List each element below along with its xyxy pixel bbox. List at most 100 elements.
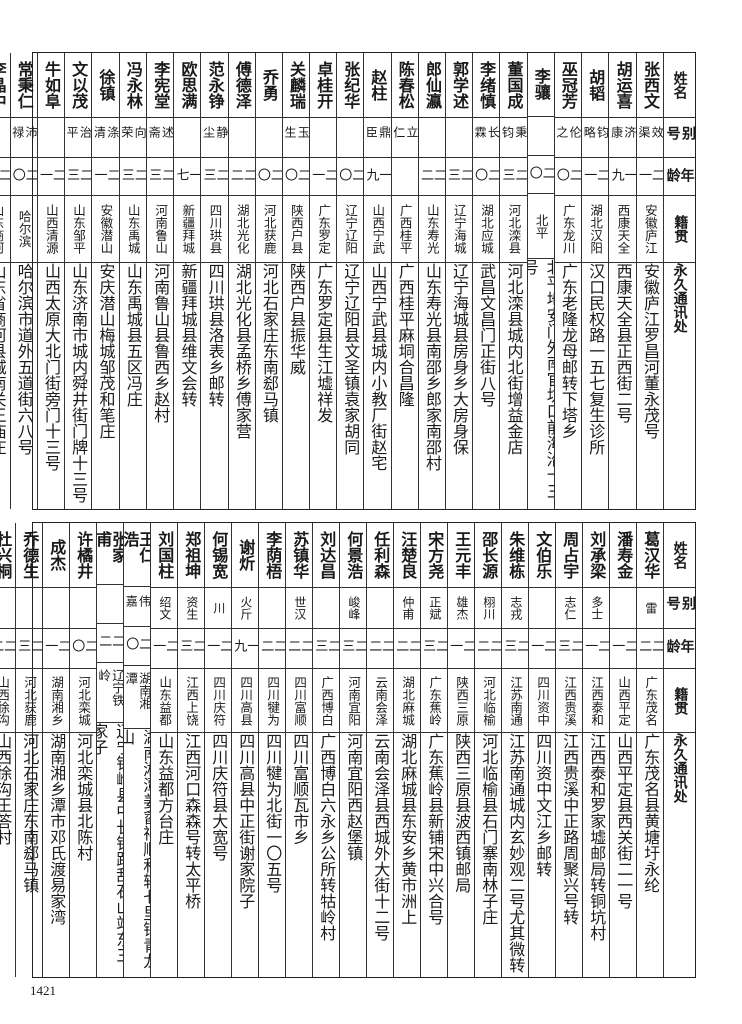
cell-address: 四川高县中正街谢家院子 [236,733,256,909]
table-row: 任利森 二二 云南会泽 云南会泽县西城外大街十二号 [366,523,394,977]
cell-name: 李绪慎 [472,53,500,118]
cell-alias: 伦之 [554,118,582,158]
cell-name: 张纪华 [337,53,364,118]
cell-age [391,158,418,196]
cell-name: 潘寿金 [610,523,637,588]
cell-origin: 四川富顺 [286,669,313,733]
cell-address: 安庆潜山梅城邹茂和笔庄 [96,263,116,439]
table-row: 李荫梧 二二 四川犍为 四川犍为北街一〇五号 [258,523,286,977]
cell-origin: 四川庆符 [205,669,232,733]
cell-address: 河北临榆县石门寨南林子庄 [479,733,499,925]
cell-origin: 陕西户县 [282,196,310,263]
cell-address: 山东益都方台庄 [155,733,175,845]
cell-address: 陕西户县振华威 [287,263,307,375]
cell-alias: 伟嘉 [124,587,151,627]
cell-name: 汪楚良 [394,523,421,588]
table-row: 乔德生 二三 河北获鹿 河北石家庄东南郄马镇 [15,523,43,977]
table-row: 关麟瑞 玉生 二〇 陕西户县 陕西户县振华威 [281,53,310,509]
table-row: 胡韬 钧略 二一 湖北汉阳 汉口民权路一五七复生诊所 [581,53,609,509]
cell-origin: 江西上饶 [178,669,205,733]
cell-alias [310,118,337,158]
cell-address: 山西宁武县城内小教厂街赵宅 [368,263,388,471]
cell-origin: 辽宁海城 [445,196,472,263]
cell-alias: 秉钧 [500,118,527,158]
cell-alias [228,118,255,158]
table-row: 牛如阜 二一 山西清源 山西太原大北门街旁门十三号 [36,53,64,509]
cell-address: 山东寿光县南邵乡郎家南邵村 [422,263,442,471]
header-name: 姓名 [664,523,695,588]
cell-alias: 火斤 [232,588,259,629]
header-address: 永久通讯处 [671,733,688,803]
table-row: 郭学述 二三 辽宁海城 辽宁海城县房身乡大房身保 [444,53,472,509]
cell-name: 何景浩 [340,523,367,588]
cell-address: 北平地安门外南官坊口前海沿十三号 [527,259,554,500]
cell-alias [529,588,556,629]
cell-age: 二一 [582,158,609,196]
cell-age: 二一 [37,158,64,196]
cell-name: 胡运喜 [609,53,636,118]
table-row: 张纪华 二〇 辽宁辽阳 辽宁辽阳县文圣镇袁家胡同 [336,53,364,509]
cell-alias [445,118,472,158]
header-origin: 籍贯 [664,669,695,733]
cell-alias [43,588,70,629]
cell-name: 李晶中 [0,53,10,118]
cell-origin: 广东茂名 [637,669,664,733]
cell-age: 二三 [178,629,205,669]
cell-alias: 绍文 [151,588,178,629]
cell-alias: 世汉 [286,588,313,629]
cell-age: 二三 [340,629,367,669]
cell-age: 二二 [97,624,124,663]
cell-name: 关麟瑞 [282,53,310,118]
cell-origin: 山西平定 [610,669,637,733]
cell-alias [37,118,64,158]
cell-address: 湖北光化县孟桥乡傅家营 [232,263,252,439]
table-row: 刘达昌 二三 广西博白 广西博白六永乡公所转牯岭村 [312,523,340,977]
cell-address: 山西徐沟王答村 [0,733,13,845]
cell-origin: 山西宁武 [364,196,391,263]
cell-age: 二一 [636,158,664,196]
cell-address: 江西河口森森号转太平桥 [182,733,202,909]
cell-origin: 山东禹城 [119,196,147,263]
cell-name: 卓桂开 [310,53,337,118]
cell-name: 巫冠芳 [554,53,582,118]
cell-alias [255,118,282,158]
cell-address: 江西贵溪中正路周聚兴号转 [560,733,580,925]
cell-age: 二一 [205,629,232,669]
cell-alias: 治平 [64,118,92,158]
cell-name: 冯永林 [119,53,147,118]
table-row: 文以茂 治平 二三 山东邹平 山东济南市城内舜井街门牌十三号 [63,53,92,509]
cell-name: 刘承梁 [583,523,610,588]
cell-alias: 玉生 [282,118,310,158]
cell-origin: 广东蕉岭 [421,669,448,733]
cell-address: 四川富顺瓦市乡 [290,733,310,845]
header-age: 年龄 [664,158,695,196]
cell-age: 二三 [502,629,529,669]
header-address: 永久通讯处 [671,263,688,333]
cell-alias: 志仁 [556,588,583,629]
cell-name: 傅德泽 [228,53,255,118]
cell-origin: 湖北汉阳 [582,196,609,263]
cell-alias [16,588,43,629]
cell-alias [313,588,340,629]
cell-alias [174,118,201,158]
cell-origin: 河北滦县 [500,196,527,263]
roster-table-top: 姓名 别号 年龄 籍贯 永久通讯处 张西文 效渠 二一 安徽庐江 安徽庐江罗昌河董永茂号 胡运喜 济康… [0,52,696,510]
cell-alias: 长霖 [472,118,500,158]
cell-origin: 云南会泽 [367,669,394,733]
cell-name: 苏镇华 [286,523,313,588]
table-row: 刘国柱 绍文 二一 山东益都 山东益都方台庄 [150,523,178,977]
table-row: 范永铮 静尘 二三 四川珙县 四川珙县洛表乡邮转 [200,53,228,509]
cell-name: 牛如阜 [37,53,64,118]
header-column: 姓名 别号 年龄 籍贯 永久通讯处 [663,523,695,977]
table-row: 李宪堂 述斋 二三 河南鲁山 河南鲁山县鲁西乡赵村 [146,53,174,509]
cell-address: 武昌文昌门正街八号 [477,263,497,407]
cell-origin: 江西贵溪 [556,669,583,733]
table-row: 汪楚良 仲甫 二二 湖北麻城 湖北麻城县东安乡黄市洲上 [393,523,421,977]
cell-age: 二〇 [472,158,500,196]
cell-name: 陈春松 [391,53,418,118]
cell-origin: 湖北麻城 [394,669,421,733]
cell-alias: 正斌 [421,588,448,629]
table-row: 葛汉华雷二二 广东茂名 广东茂名县黄塘圩永纶 [636,523,664,977]
table-row: 李晶中二三山东商河山东省商河县城南关王庙庄 [0,53,10,509]
header-name: 姓名 [664,53,695,118]
